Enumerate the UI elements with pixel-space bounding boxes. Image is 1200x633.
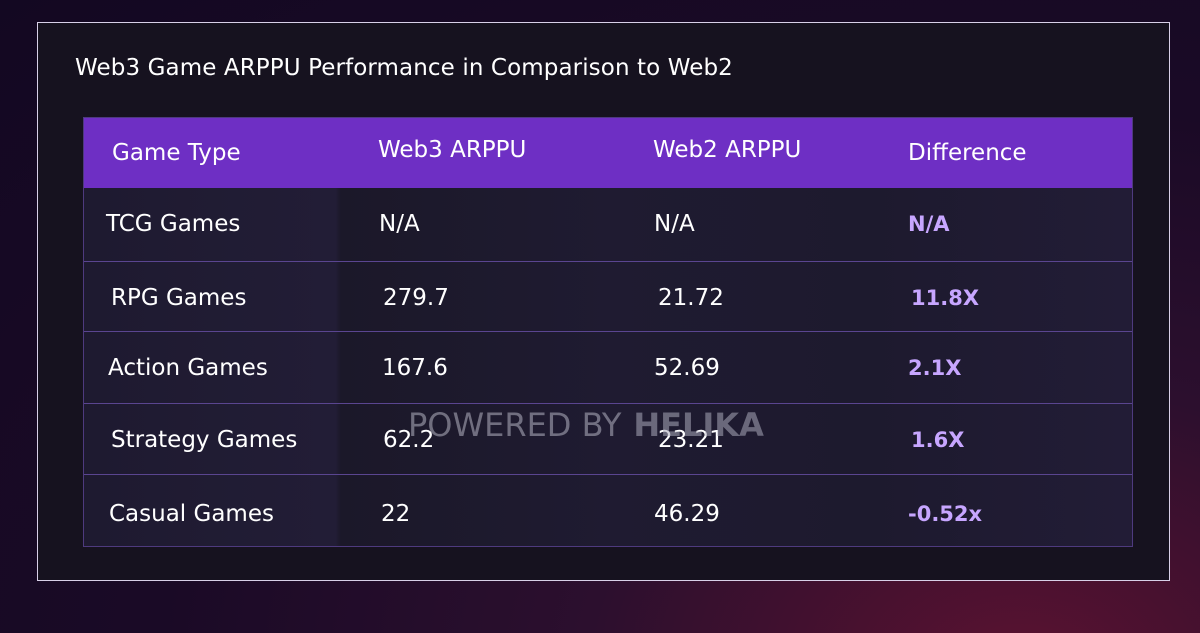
cell-difference: 11.8X: [911, 286, 980, 310]
table-row: Action Games 167.6 52.69 2.1X: [84, 331, 1132, 404]
cell-web3-arppu: 22: [381, 501, 411, 527]
table-row: TCG Games N/A N/A N/A: [84, 188, 1132, 260]
cell-difference: N/A: [908, 212, 950, 236]
cell-difference: 1.6X: [911, 428, 965, 452]
table-row: Casual Games 22 46.29 -0.52x: [84, 474, 1132, 547]
table-row: RPG Games 279.7 21.72 11.8X: [84, 261, 1132, 334]
watermark-prefix: POWERED BY: [408, 406, 622, 444]
cell-web3-arppu: 62.2: [383, 427, 435, 453]
cell-web3-arppu: N/A: [379, 211, 420, 237]
cell-web2-arppu: 23.21: [658, 427, 724, 453]
cell-web2-arppu: 46.29: [654, 501, 720, 527]
cell-game-type: TCG Games: [106, 211, 241, 237]
chart-title: Web3 Game ARPPU Performance in Compariso…: [75, 55, 733, 81]
cell-game-type: Casual Games: [109, 501, 274, 527]
table-header: Game Type Web3 ARPPU Web2 ARPPU Differen…: [84, 118, 1132, 188]
cell-web3-arppu: 279.7: [383, 285, 449, 311]
cell-web2-arppu: 52.69: [654, 355, 720, 381]
header-difference: Difference: [908, 140, 1027, 166]
watermark: POWERED BY HELIKA: [408, 406, 764, 444]
cell-difference: -0.52x: [908, 502, 983, 526]
cell-web2-arppu: N/A: [654, 211, 695, 237]
table-row: Strategy Games 62.2 23.21 1.6X: [84, 403, 1132, 476]
cell-web3-arppu: 167.6: [382, 355, 448, 381]
header-game-type: Game Type: [112, 140, 241, 166]
watermark-brand-logo: HELIKA: [633, 406, 764, 444]
cell-game-type: RPG Games: [111, 285, 247, 311]
cell-game-type: Strategy Games: [111, 427, 298, 453]
cell-web2-arppu: 21.72: [658, 285, 724, 311]
chart-panel: Web3 Game ARPPU Performance in Compariso…: [37, 22, 1170, 581]
cell-difference: 2.1X: [908, 356, 962, 380]
arppu-table: Game Type Web3 ARPPU Web2 ARPPU Differen…: [83, 117, 1133, 547]
header-web3-arppu: Web3 ARPPU: [378, 137, 527, 163]
cell-game-type: Action Games: [108, 355, 268, 381]
header-web2-arppu: Web2 ARPPU: [653, 137, 802, 163]
